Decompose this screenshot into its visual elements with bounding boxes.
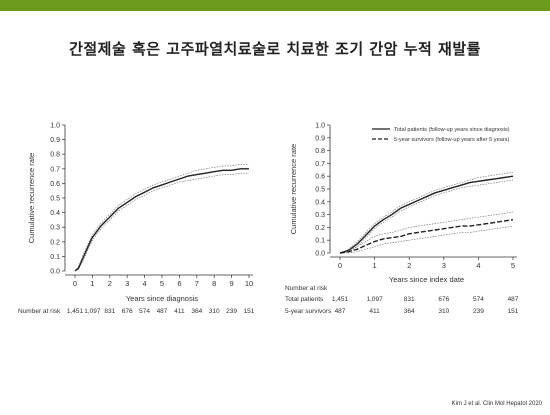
risk-value: 1,097 — [366, 296, 383, 303]
x-tick-label: 5 — [511, 261, 515, 270]
y-tick-label: 0.5 — [315, 187, 325, 194]
y-tick-label: 0.0 — [50, 269, 60, 276]
x-tick-label: 4 — [476, 261, 480, 270]
x-tick-label: 0 — [338, 261, 342, 270]
y-tick-label: 0.6 — [315, 174, 325, 181]
y-tick-label: 0.5 — [50, 196, 60, 203]
x-axis-label: Years since diagnosis — [126, 294, 199, 303]
y-axis-label: Cumulative recurrence rate — [27, 153, 36, 243]
risk-value: 487 — [335, 308, 346, 315]
risk-value: 574 — [139, 308, 150, 315]
risk-value: 676 — [438, 296, 449, 303]
x-tick-label: 10 — [245, 279, 253, 288]
y-tick-label: 0.4 — [50, 210, 60, 217]
x-tick-label: 0 — [73, 279, 77, 288]
risk-value: 310 — [438, 308, 449, 315]
y-tick-label: 0.1 — [50, 254, 60, 261]
x-tick-label: 5 — [160, 279, 164, 288]
slide-title: 간절제술 혹은 고주파열치료술로 치료한 조기 간암 누적 재발률 — [69, 40, 481, 58]
x-tick-label: 4 — [143, 279, 147, 288]
risk-value: 831 — [104, 308, 115, 315]
y-tick-label: 0.7 — [315, 161, 325, 168]
risk-value: 151 — [508, 308, 519, 315]
y-tick-label: 0.9 — [50, 137, 60, 144]
y-tick-label: 0.8 — [315, 148, 325, 155]
risk-row-name: 5-year survivors — [285, 308, 332, 315]
y-tick-label: 0.2 — [50, 239, 60, 246]
y-tick-label: 0.3 — [50, 225, 60, 232]
series-line — [339, 175, 514, 254]
series-line — [339, 219, 514, 254]
x-tick-label: 6 — [177, 279, 181, 288]
series-line — [74, 168, 249, 272]
x-tick-label: 2 — [108, 279, 112, 288]
y-tick-label: 0.3 — [315, 212, 325, 219]
y-tick-label: 0.6 — [50, 181, 60, 188]
risk-value: 1,451 — [332, 296, 349, 303]
y-tick-label: 0.1 — [315, 238, 325, 245]
risk-value: 239 — [473, 308, 484, 315]
ci-upper-line — [74, 164, 249, 272]
ci-lower-line — [340, 225, 514, 254]
x-axis-label: Years since index date — [389, 275, 464, 284]
ci-lower-line — [339, 179, 514, 254]
x-tick-label: 9 — [230, 279, 234, 288]
y-tick-label: 1.0 — [50, 123, 60, 130]
risk-row-name: Total patients — [285, 296, 324, 303]
risk-value: 411 — [369, 308, 380, 315]
x-tick-label: 8 — [212, 279, 216, 288]
y-tick-label: 0.4 — [315, 199, 325, 206]
risk-value: 310 — [209, 308, 220, 315]
ci-lower-line — [74, 172, 249, 272]
y-tick-label: 0.9 — [315, 135, 325, 142]
y-tick-label: 0.2 — [315, 225, 325, 232]
risk-value: 574 — [473, 296, 484, 303]
x-tick-label: 7 — [195, 279, 199, 288]
risk-value: 487 — [508, 296, 519, 303]
x-tick-label: 3 — [442, 261, 446, 270]
risk-value: 831 — [404, 296, 415, 303]
risk-value: 676 — [122, 308, 133, 315]
legend-label: Total patients (follow-up years since di… — [394, 127, 510, 133]
risk-value: 487 — [157, 308, 168, 315]
risk-value: 239 — [226, 308, 237, 315]
y-tick-label: 0.8 — [50, 152, 60, 159]
x-tick-label: 1 — [373, 261, 377, 270]
legend-label: 5-year survivors (follow-up years after … — [394, 137, 509, 143]
y-axis-label: Cumulative recurrence rate — [289, 144, 298, 234]
y-tick-label: 0.0 — [315, 251, 325, 258]
ci-upper-line — [339, 211, 514, 254]
risk-value: 364 — [404, 308, 415, 315]
risk-value: 364 — [191, 308, 202, 315]
risk-table-label: Number at risk — [18, 308, 61, 315]
top-accent-bar — [0, 0, 550, 11]
risk-table-label: Number at risk — [285, 285, 328, 292]
x-tick-label: 2 — [407, 261, 411, 270]
citation: Kim J et al. Clin Mol Hepatol 2020 — [451, 401, 542, 407]
y-tick-label: 1.0 — [315, 123, 325, 130]
risk-value: 411 — [174, 308, 185, 315]
x-tick-label: 3 — [125, 279, 129, 288]
ci-upper-line — [339, 172, 514, 254]
risk-value: 1,097 — [84, 308, 101, 315]
risk-value: 151 — [244, 308, 255, 315]
x-tick-label: 1 — [90, 279, 94, 288]
y-tick-label: 0.7 — [50, 166, 60, 173]
risk-value: 1,451 — [67, 308, 84, 315]
